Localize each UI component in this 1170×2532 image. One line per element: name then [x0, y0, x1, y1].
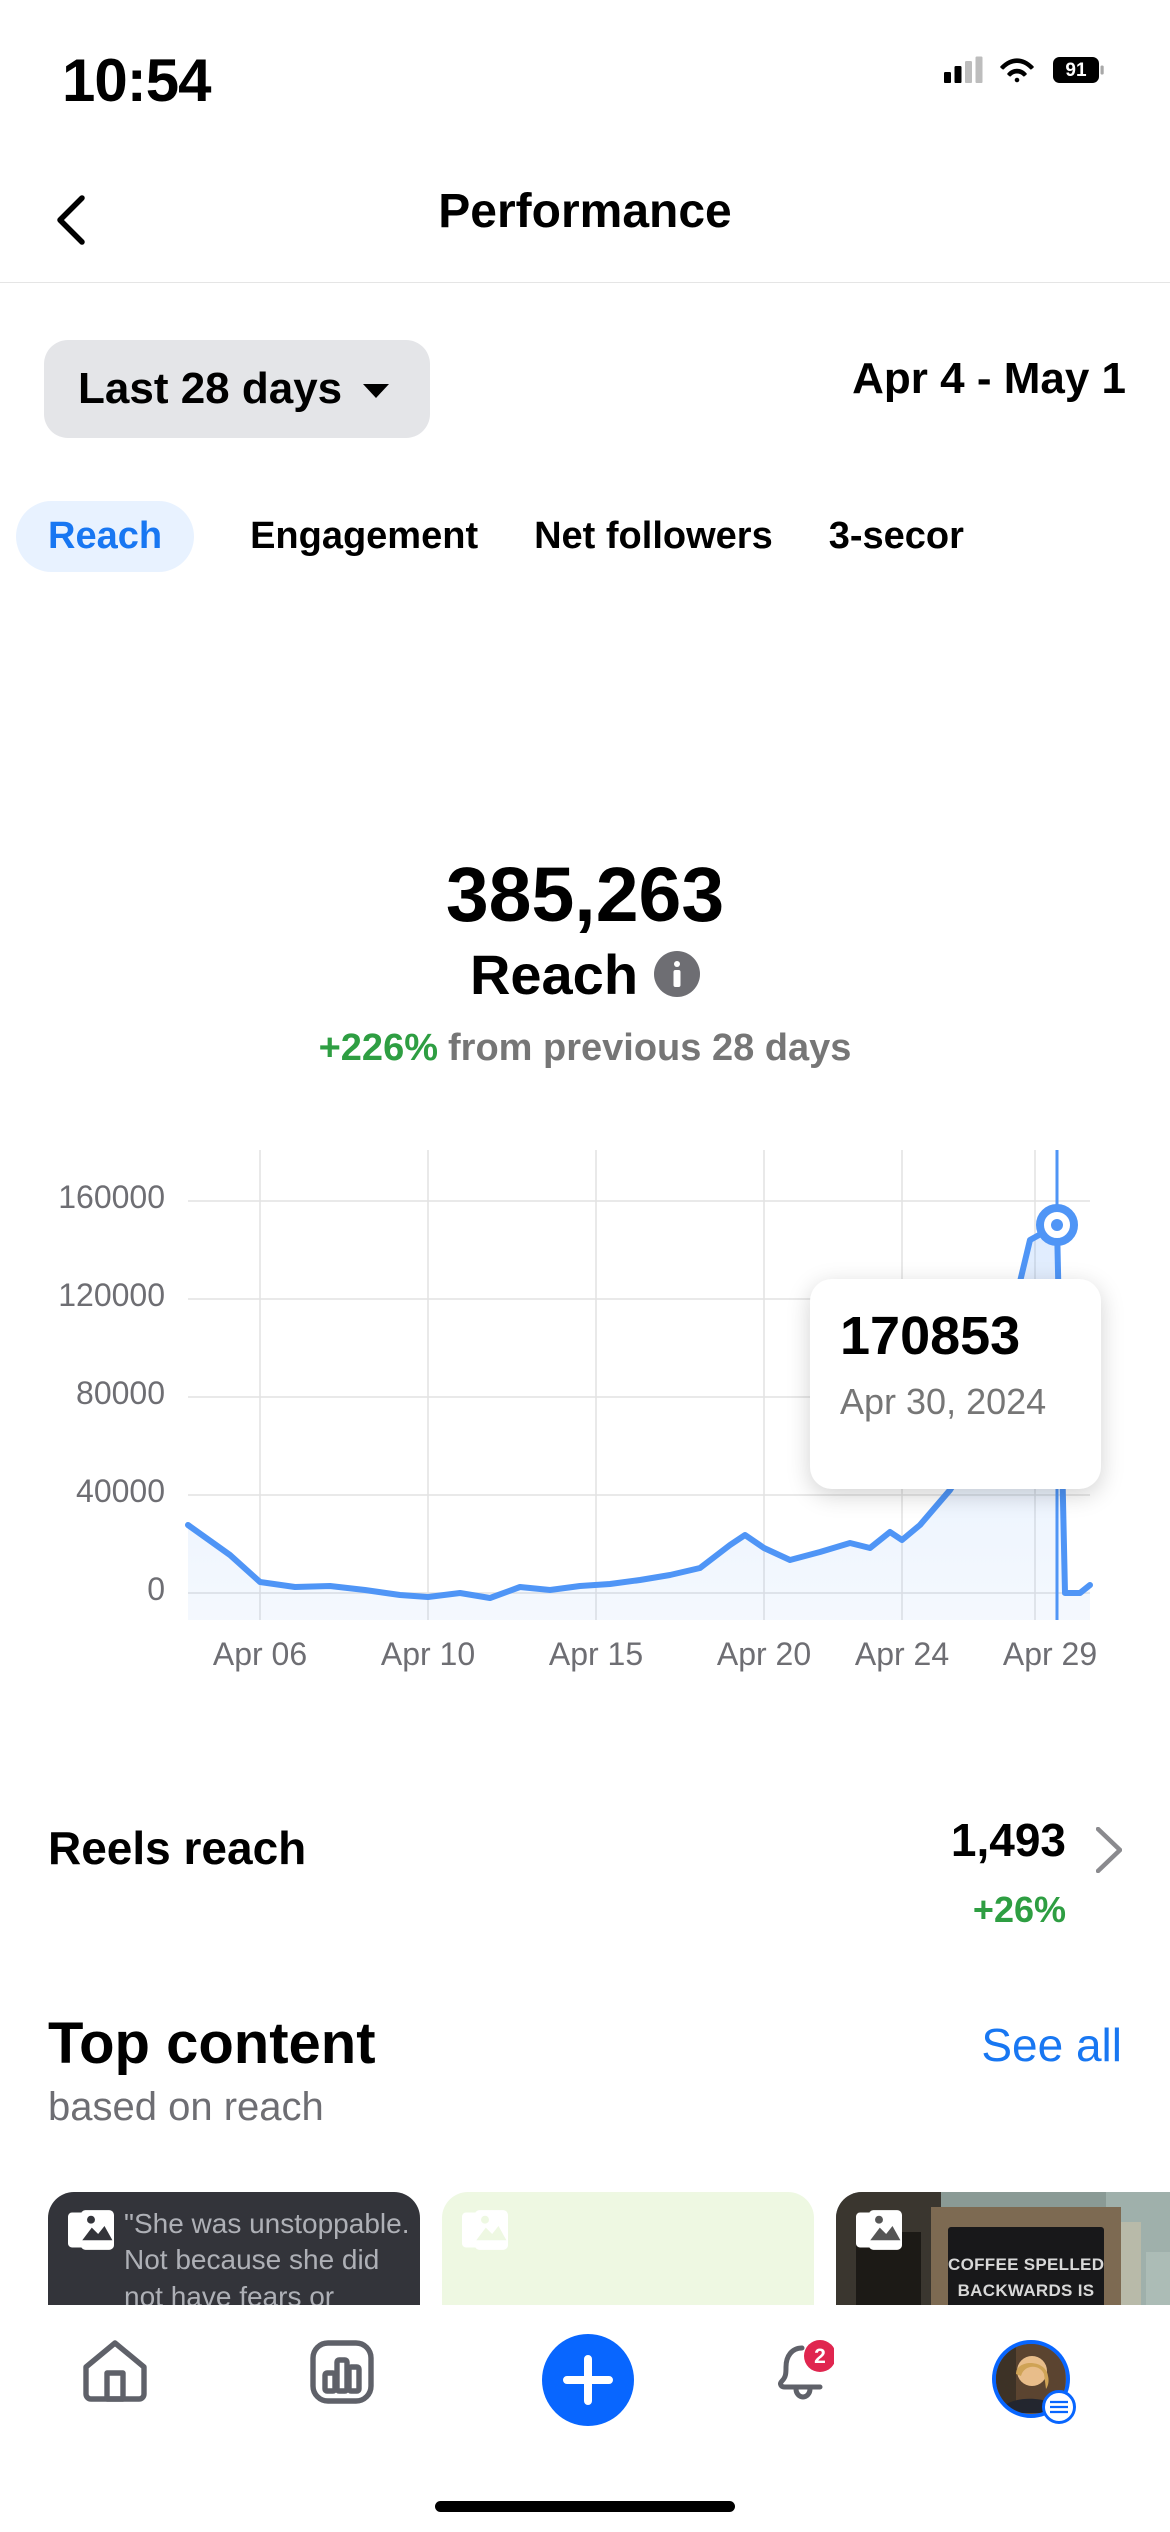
svg-text:2: 2	[814, 2345, 826, 2368]
svg-text:91: 91	[1065, 60, 1087, 81]
svg-text:Apr 06: Apr 06	[213, 1636, 307, 1672]
svg-text:160000: 160000	[58, 1179, 165, 1215]
svg-text:120000: 120000	[58, 1277, 165, 1313]
svg-text:Apr 24: Apr 24	[855, 1636, 949, 1672]
svg-text:Apr 20: Apr 20	[717, 1636, 811, 1672]
svg-text:40000: 40000	[76, 1473, 165, 1509]
svg-text:80000: 80000	[76, 1375, 165, 1411]
svg-text:0: 0	[147, 1571, 165, 1607]
svg-text:Apr 29: Apr 29	[1003, 1636, 1097, 1672]
svg-text:Apr 15: Apr 15	[549, 1636, 643, 1672]
svg-text:Apr 10: Apr 10	[381, 1636, 475, 1672]
